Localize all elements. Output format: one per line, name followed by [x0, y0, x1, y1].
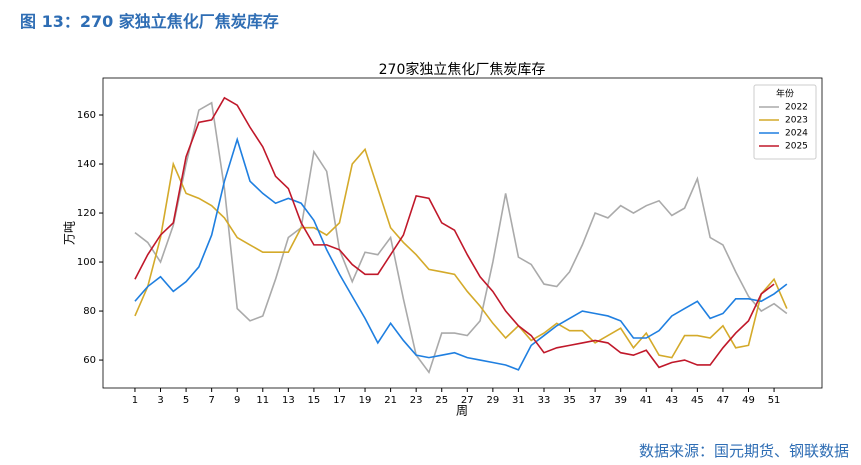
y-tick-label: 160 — [77, 110, 96, 121]
x-tick-label: 45 — [691, 395, 704, 406]
x-tick-label: 37 — [589, 395, 602, 406]
x-tick-label: 3 — [157, 395, 163, 406]
series-line — [134, 147, 788, 359]
x-tick-label: 11 — [256, 395, 269, 406]
legend-label: 2022 — [785, 103, 808, 113]
x-tick-label: 39 — [614, 395, 627, 406]
source-note: 数据来源：国元期货、钢联数据 — [638, 442, 849, 460]
plot-frame — [102, 77, 823, 389]
x-tick-label: 21 — [384, 395, 397, 406]
y-tick-label: 80 — [83, 306, 96, 317]
x-tick-label: 25 — [435, 395, 448, 406]
x-tick-label: 23 — [410, 395, 423, 406]
x-tick-label: 15 — [308, 395, 321, 406]
y-tick-label: 100 — [77, 257, 96, 268]
x-tick-label: 1 — [132, 395, 138, 406]
x-tick-label: 19 — [359, 395, 372, 406]
y-tick-label: 60 — [83, 355, 96, 366]
legend-label: 2025 — [785, 142, 808, 152]
x-tick-label: 33 — [538, 395, 551, 406]
x-tick-label: 35 — [563, 395, 576, 406]
x-tick-label: 31 — [512, 395, 525, 406]
x-tick-label: 17 — [333, 395, 346, 406]
legend-title: 年份 — [776, 88, 794, 100]
series-line — [134, 96, 775, 369]
x-tick-label: 49 — [742, 395, 755, 406]
x-tick-label: 9 — [234, 395, 240, 406]
x-tick-label: 51 — [768, 395, 781, 406]
x-tick-label: 27 — [461, 395, 474, 406]
legend-label: 2023 — [785, 116, 808, 126]
x-tick-label: 7 — [208, 395, 214, 406]
y-axis-label: 万吨 — [63, 221, 77, 245]
y-tick-label: 140 — [77, 159, 96, 170]
figure-title: 图 13：270 家独立焦化厂焦炭库存 — [20, 12, 279, 31]
legend-label: 2024 — [785, 129, 808, 139]
chart-title: 270家独立焦化厂焦炭库存 — [379, 61, 546, 78]
series-line — [134, 101, 788, 375]
legend-box — [753, 84, 817, 160]
x-tick-label: 29 — [486, 395, 499, 406]
x-tick-label: 13 — [282, 395, 295, 406]
x-tick-label: 41 — [640, 395, 653, 406]
x-tick-label: 47 — [717, 395, 730, 406]
series-line — [134, 136, 788, 371]
x-axis-label: 周 — [456, 404, 468, 418]
x-tick-label: 5 — [183, 395, 189, 406]
y-tick-label: 120 — [77, 208, 96, 219]
x-tick-label: 43 — [665, 395, 678, 406]
